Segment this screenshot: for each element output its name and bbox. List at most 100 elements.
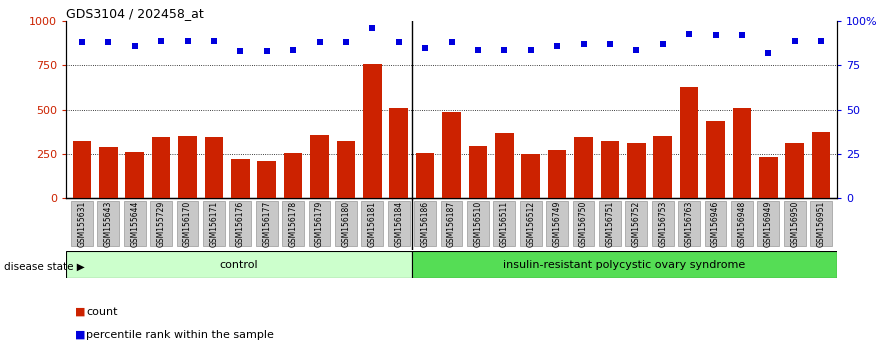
Bar <box>627 143 646 198</box>
Text: GSM156753: GSM156753 <box>658 201 667 247</box>
Bar <box>310 136 329 198</box>
Text: GSM156950: GSM156950 <box>790 201 799 247</box>
FancyBboxPatch shape <box>705 201 726 246</box>
Text: GSM156763: GSM156763 <box>685 201 693 247</box>
Point <box>286 47 300 52</box>
FancyBboxPatch shape <box>388 201 410 246</box>
Text: GSM156511: GSM156511 <box>500 201 509 247</box>
Bar <box>548 149 566 198</box>
Text: GSM156510: GSM156510 <box>473 201 483 247</box>
Text: GSM156751: GSM156751 <box>605 201 614 247</box>
Bar <box>442 112 461 198</box>
Bar <box>152 137 170 198</box>
Bar <box>495 133 514 198</box>
Bar <box>178 136 196 198</box>
Bar <box>680 87 699 198</box>
Text: GSM156749: GSM156749 <box>552 201 561 247</box>
Text: disease state ▶: disease state ▶ <box>4 262 85 272</box>
Bar <box>284 153 302 198</box>
Bar <box>786 143 804 198</box>
FancyBboxPatch shape <box>414 201 436 246</box>
FancyBboxPatch shape <box>784 201 805 246</box>
FancyBboxPatch shape <box>124 201 145 246</box>
FancyBboxPatch shape <box>282 201 304 246</box>
FancyBboxPatch shape <box>66 251 411 278</box>
Point <box>682 31 696 36</box>
FancyBboxPatch shape <box>758 201 779 246</box>
FancyBboxPatch shape <box>229 201 251 246</box>
Text: GSM156186: GSM156186 <box>420 201 430 247</box>
Point <box>313 40 327 45</box>
FancyBboxPatch shape <box>678 201 700 246</box>
FancyBboxPatch shape <box>652 201 674 246</box>
FancyBboxPatch shape <box>98 201 119 246</box>
FancyBboxPatch shape <box>731 201 752 246</box>
Bar <box>522 154 540 198</box>
Point <box>260 48 274 54</box>
FancyBboxPatch shape <box>573 201 595 246</box>
Text: GSM156948: GSM156948 <box>737 201 746 247</box>
Point <box>655 41 670 47</box>
Bar <box>99 147 117 198</box>
Text: GSM156946: GSM156946 <box>711 201 720 247</box>
Point <box>814 38 828 44</box>
Point <box>788 38 802 44</box>
Text: GSM156949: GSM156949 <box>764 201 773 247</box>
Text: control: control <box>219 259 258 270</box>
Point <box>339 40 353 45</box>
FancyBboxPatch shape <box>204 201 225 246</box>
FancyBboxPatch shape <box>520 201 542 246</box>
Bar <box>733 108 751 198</box>
Text: GSM155643: GSM155643 <box>104 201 113 247</box>
Point <box>550 43 564 49</box>
Text: GSM156187: GSM156187 <box>447 201 456 247</box>
FancyBboxPatch shape <box>493 201 515 246</box>
FancyBboxPatch shape <box>361 201 383 246</box>
Bar <box>389 108 408 198</box>
Point <box>603 41 617 47</box>
Text: GSM156180: GSM156180 <box>342 201 351 247</box>
Text: GSM156181: GSM156181 <box>367 201 377 247</box>
Point <box>207 38 221 44</box>
Text: GSM156750: GSM156750 <box>579 201 588 247</box>
FancyBboxPatch shape <box>335 201 357 246</box>
Point <box>708 33 722 38</box>
Point <box>75 40 89 45</box>
Text: insulin-resistant polycystic ovary syndrome: insulin-resistant polycystic ovary syndr… <box>503 259 745 270</box>
FancyBboxPatch shape <box>546 201 568 246</box>
Bar <box>257 161 276 198</box>
Point <box>497 47 511 52</box>
Text: GSM156512: GSM156512 <box>526 201 536 247</box>
Point <box>470 47 485 52</box>
Text: GSM156170: GSM156170 <box>183 201 192 247</box>
Text: GSM156178: GSM156178 <box>289 201 298 247</box>
Point <box>181 38 195 44</box>
FancyBboxPatch shape <box>626 201 648 246</box>
FancyBboxPatch shape <box>811 201 832 246</box>
Point <box>735 33 749 38</box>
Bar <box>707 121 725 198</box>
Bar <box>654 136 672 198</box>
Text: GSM156176: GSM156176 <box>236 201 245 247</box>
FancyBboxPatch shape <box>71 201 93 246</box>
Bar <box>759 156 778 198</box>
Text: percentile rank within the sample: percentile rank within the sample <box>86 330 274 339</box>
Bar <box>574 137 593 198</box>
Point <box>154 38 168 44</box>
Point <box>576 41 590 47</box>
Text: GDS3104 / 202458_at: GDS3104 / 202458_at <box>66 7 204 20</box>
FancyBboxPatch shape <box>411 251 837 278</box>
Bar <box>337 141 355 198</box>
Text: GSM156752: GSM156752 <box>632 201 640 247</box>
Point <box>761 50 775 56</box>
Bar <box>204 137 223 198</box>
FancyBboxPatch shape <box>308 201 330 246</box>
Text: GSM156177: GSM156177 <box>263 201 271 247</box>
FancyBboxPatch shape <box>177 201 198 246</box>
Text: GSM155631: GSM155631 <box>78 201 86 247</box>
Point <box>629 47 643 52</box>
Point <box>128 43 142 49</box>
FancyBboxPatch shape <box>467 201 489 246</box>
Bar <box>363 64 381 198</box>
Point <box>418 45 433 51</box>
